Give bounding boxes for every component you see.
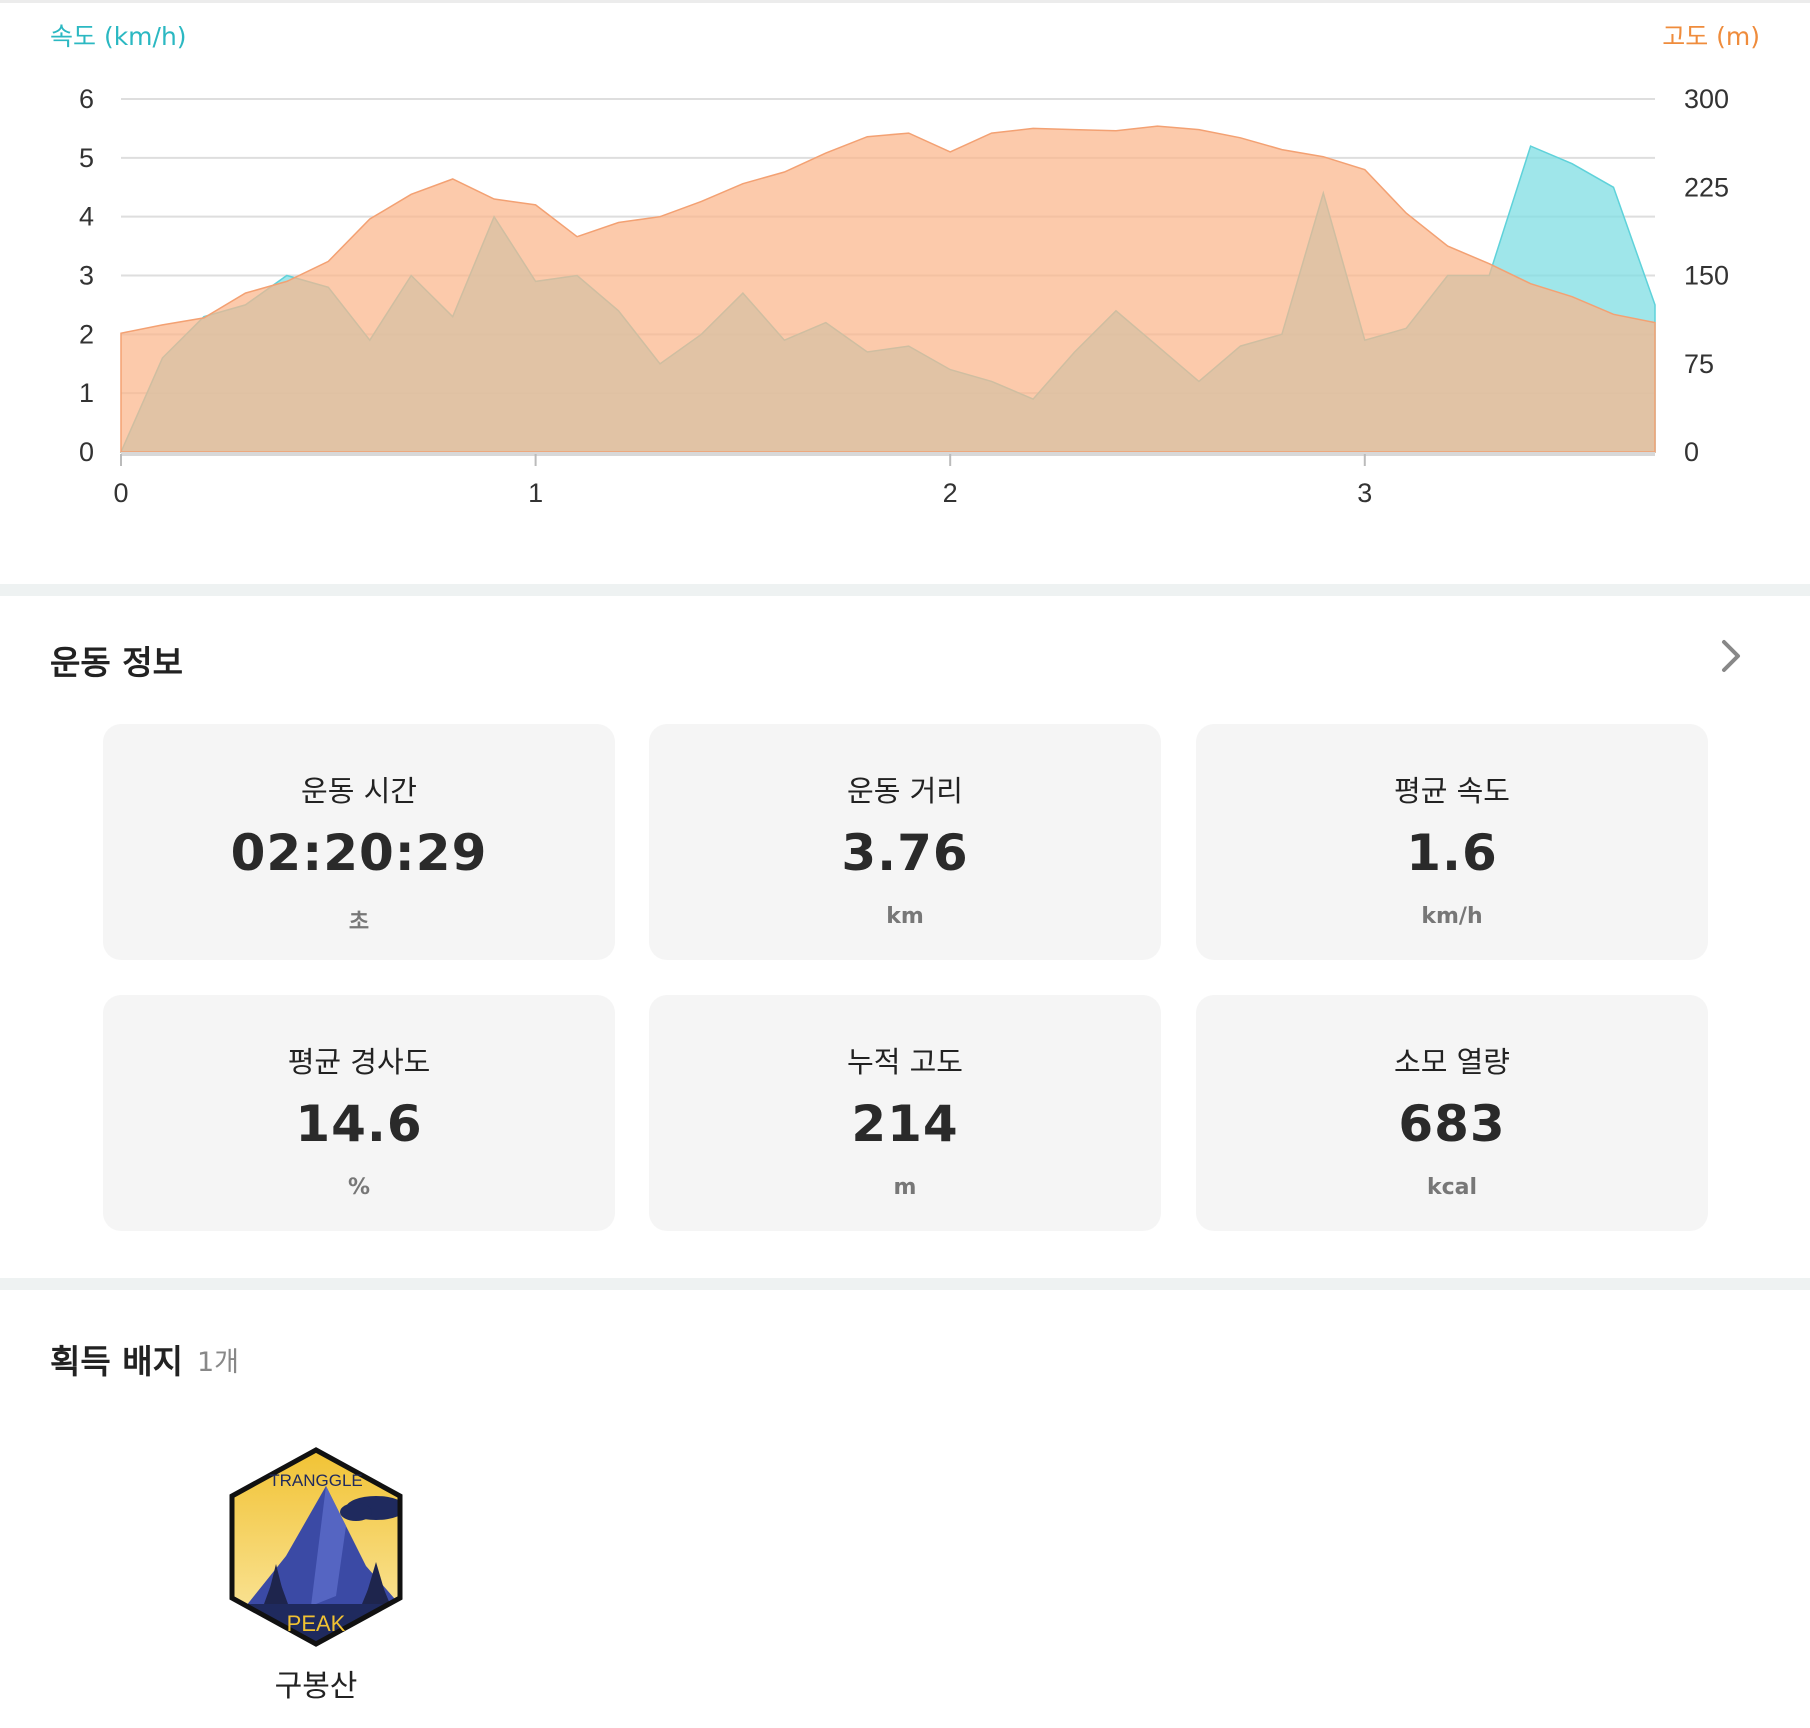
stat-card-distance: 운동 거리 3.76 km xyxy=(649,724,1161,960)
left-axis-title: 속도 (km/h) xyxy=(50,22,187,51)
y-right-tick-label: 300 xyxy=(1684,84,1729,114)
stat-value: 02:20:29 xyxy=(230,824,488,882)
y-left-tick-label: 0 xyxy=(79,437,94,467)
stat-label: 평균 속도 xyxy=(1394,774,1510,808)
stat-unit: m xyxy=(893,1175,917,1200)
stat-value: 1.6 xyxy=(1406,824,1498,882)
chevron-right-icon[interactable] xyxy=(1710,636,1750,676)
stat-unit: km/h xyxy=(1421,904,1483,929)
stat-card-calories: 소모 열량 683 kcal xyxy=(1196,995,1708,1231)
section-divider xyxy=(0,1278,1810,1290)
speed-altitude-chart: 속도 (km/h) 고도 (m) 0 1 2 3 0 1 2 3 4 5 6 0 75 150 225 300 xyxy=(0,3,1810,583)
stat-card-time: 운동 시간 02:20:29 초 xyxy=(103,724,615,960)
badge-bottom-text: PEAK xyxy=(287,1611,346,1636)
mountain-peak-badge-icon[interactable]: TRANGGLE PEAK xyxy=(226,1446,406,1648)
top-divider xyxy=(0,0,1810,3)
badge-name: 구봉산 xyxy=(274,1669,358,1704)
stat-unit: % xyxy=(347,1175,371,1200)
stat-label: 운동 시간 xyxy=(301,774,417,808)
stat-label: 소모 열량 xyxy=(1394,1045,1510,1079)
stat-card-elevation-gain: 누적 고도 214 m xyxy=(649,995,1161,1231)
stat-value: 3.76 xyxy=(841,824,969,882)
chart-plot: 0 1 2 3 0 1 2 3 4 5 6 0 75 150 225 300 xyxy=(79,84,1729,508)
section-divider xyxy=(0,584,1810,596)
stat-value: 214 xyxy=(851,1095,959,1153)
stat-card-avg-slope: 평균 경사도 14.6 % xyxy=(103,995,615,1231)
y-left-tick-label: 2 xyxy=(79,319,94,349)
stat-label: 평균 경사도 xyxy=(287,1045,431,1079)
stat-label: 운동 거리 xyxy=(847,774,963,808)
y-right-tick-label: 75 xyxy=(1684,349,1714,379)
stat-unit: kcal xyxy=(1426,1175,1478,1200)
x-tick-label: 0 xyxy=(113,478,128,508)
workout-info-title: 운동 정보 xyxy=(50,643,183,682)
y-right-tick-label: 225 xyxy=(1684,172,1729,202)
x-tick-label: 3 xyxy=(1357,478,1372,508)
altitude-area xyxy=(120,125,1656,453)
stat-value: 14.6 xyxy=(295,1095,423,1153)
y-left-tick-label: 5 xyxy=(79,143,94,173)
y-left-tick-label: 3 xyxy=(79,261,94,291)
y-left-tick-label: 1 xyxy=(79,378,94,408)
stat-unit: 초 xyxy=(348,910,370,935)
x-tick-label: 1 xyxy=(528,478,543,508)
y-right-tick-label: 0 xyxy=(1684,437,1699,467)
stat-value: 683 xyxy=(1398,1095,1506,1153)
y-left-tick-label: 4 xyxy=(79,202,94,232)
badges-title: 획득 배지 xyxy=(50,1342,183,1381)
badge-count: 1개 xyxy=(197,1347,240,1378)
stat-label: 누적 고도 xyxy=(847,1045,963,1079)
badge-top-text: TRANGGLE xyxy=(269,1471,363,1490)
stat-unit: km xyxy=(886,904,924,929)
x-tick-label: 2 xyxy=(943,478,958,508)
right-axis-title: 고도 (m) xyxy=(1662,22,1760,51)
y-right-tick-label: 150 xyxy=(1684,261,1729,291)
stat-card-avg-speed: 평균 속도 1.6 km/h xyxy=(1196,724,1708,960)
y-left-tick-label: 6 xyxy=(79,84,94,114)
